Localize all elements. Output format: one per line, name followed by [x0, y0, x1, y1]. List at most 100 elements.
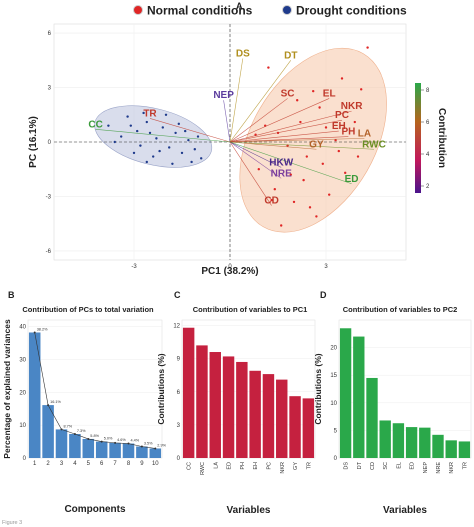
- normal-ellipse: [239, 47, 387, 233]
- pc2-bar-x-tick-label: DS: [344, 462, 350, 470]
- normal-point: [315, 215, 318, 218]
- colorbar-tick-label: 2: [426, 184, 430, 190]
- pc-bar-x-tick-label: 10: [152, 461, 159, 467]
- normal-point: [273, 188, 276, 191]
- loading-arrow-cd: [229, 141, 272, 206]
- panel-a-letter: A: [236, 1, 243, 11]
- loading-arrow-la: [229, 138, 365, 143]
- pc-bar-value-label: 5.0%: [104, 437, 113, 441]
- pc1-bar-y-tick-label: 0: [177, 456, 181, 462]
- variable-label-gy: GY: [309, 139, 324, 150]
- loading-arrow-sc: [229, 98, 288, 143]
- loading-arrow-rwc: [229, 141, 375, 150]
- normal-point: [296, 99, 299, 102]
- pc-bar-trend-point: [73, 433, 76, 436]
- pca-arrows: [95, 58, 375, 206]
- variable-label-nep: NEP: [213, 90, 234, 101]
- pca-y-axis-title: PC (16.1%): [28, 116, 39, 168]
- variable-label-hkw: HKW: [269, 157, 293, 168]
- drought-point: [158, 149, 161, 153]
- normal-point: [267, 66, 270, 69]
- pc1-bar-bar-pc: [262, 374, 275, 458]
- variable-label-cc: CC: [88, 119, 102, 130]
- pc2-bar-bar-dt: [353, 336, 365, 458]
- normal-point: [344, 171, 347, 175]
- variable-label-la: LA: [358, 128, 371, 139]
- drought-point: [148, 131, 152, 135]
- pc2-bar-x-tick-label: NEP: [423, 462, 429, 474]
- pc-bar-value-label: 5.8%: [90, 434, 99, 438]
- pc-bar-x-tick-label: 3: [60, 461, 64, 467]
- loading-arrow-ds: [229, 58, 244, 143]
- pc-bar-trend-line: [34, 332, 156, 449]
- variable-label-el: EL: [323, 88, 336, 99]
- normal-point: [270, 198, 273, 202]
- pc1-bar-bar-cc: [182, 327, 195, 458]
- pc-bar-trend-point: [114, 441, 117, 444]
- pc-bar-bar-9: [136, 446, 148, 458]
- pc2-bar-bar-cd: [366, 377, 378, 458]
- pc1-bar-x-tick-label: PH: [240, 462, 246, 470]
- normal-point: [360, 88, 363, 91]
- pc-bar-x-tick-label: 4: [73, 461, 77, 467]
- pc-bar-y-tick-label: 30: [19, 357, 26, 363]
- pc2-bar-title: Contribution of variables to PC2: [343, 305, 458, 314]
- pc-bar-x-tick-label: 8: [127, 461, 131, 467]
- pc-bar-bar-3: [55, 429, 68, 458]
- drought-point: [142, 111, 145, 115]
- pc2-bar-x-tick-label: NKR: [449, 462, 455, 474]
- pc-bar-trend-point: [127, 442, 130, 445]
- drought-point: [120, 135, 123, 138]
- pc2-bar-bar-nep: [419, 427, 431, 458]
- bar-chart-d: Contribution of variables to PC2 0 5 10 15 20…: [313, 305, 472, 516]
- pc1-bar-y-axis-title: Contributions (%): [156, 353, 166, 424]
- legend-drought-label: Drought conditions: [296, 4, 407, 18]
- pc-bar-value-label: 38.2%: [37, 327, 48, 331]
- loading-arrow-gy: [229, 141, 317, 150]
- pc1-bar-y-tick-label: 6: [177, 390, 181, 396]
- normal-point: [308, 206, 312, 209]
- legend: Normal conditions Drought conditions: [133, 4, 407, 18]
- normal-point: [337, 149, 340, 153]
- colorbar-tick-label: 6: [426, 120, 430, 126]
- drought-point: [136, 129, 139, 133]
- variable-label-eh: EH: [332, 121, 346, 132]
- pc1-bar-bar-gy: [289, 396, 301, 458]
- drought-point: [164, 113, 168, 116]
- colorbar-tick-label: 4: [426, 152, 430, 158]
- drought-point: [196, 135, 200, 138]
- pc-bar-trend-point: [154, 447, 157, 450]
- normal-point: [280, 224, 283, 227]
- pc-bar-bar-1: [28, 332, 41, 458]
- figure-label: Figure 3: [2, 520, 22, 526]
- pca-points: [107, 46, 369, 227]
- loading-arrow-tr: [149, 118, 231, 143]
- drought-point: [174, 131, 177, 135]
- normal-point: [324, 126, 328, 129]
- variable-label-cd: CD: [264, 196, 278, 207]
- variable-label-rwc: RWC: [362, 139, 386, 150]
- variable-label-dt: DT: [284, 50, 297, 61]
- pc-bar-value-label: 16.1%: [50, 400, 61, 404]
- variable-label-nkr: NKR: [341, 101, 363, 112]
- pc2-bar-x-tick-label: TR: [462, 462, 468, 469]
- pc-bar-bar-6: [95, 441, 108, 458]
- pc-bar-trend-point: [140, 445, 143, 448]
- pc2-bar-y-tick-label: 15: [330, 373, 337, 379]
- colorbar-title: Contribution: [436, 108, 447, 168]
- loading-arrow-ed: [229, 141, 352, 185]
- pc1-bar-x-tick-label: EH: [253, 462, 259, 470]
- pc-bar-x-tick-label: 7: [113, 461, 117, 467]
- pc2-bar-y-tick-label: 10: [330, 401, 337, 407]
- pc-bar-y-tick-label: 0: [23, 456, 27, 462]
- normal-point: [292, 200, 296, 204]
- normal-point: [356, 155, 360, 158]
- drought-point: [132, 151, 136, 155]
- normal-point: [289, 173, 292, 176]
- pc2-bar-x-tick-label: EL: [396, 462, 402, 469]
- pc1-bar-y-tick-label: 9: [177, 357, 181, 363]
- pca-x-tick-label: -3: [131, 264, 137, 270]
- legend-drought-marker: [282, 5, 292, 15]
- pc-bar-value-label: 8.7%: [64, 424, 73, 428]
